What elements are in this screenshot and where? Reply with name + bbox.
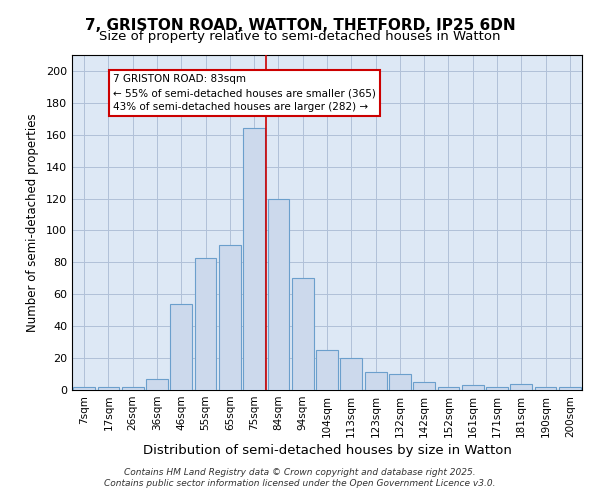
Bar [365, 372, 386, 390]
Bar [316, 350, 338, 390]
Bar [243, 128, 265, 390]
Text: 7, GRISTON ROAD, WATTON, THETFORD, IP25 6DN: 7, GRISTON ROAD, WATTON, THETFORD, IP25 … [85, 18, 515, 32]
Text: 7 GRISTON ROAD: 83sqm
← 55% of semi-detached houses are smaller (365)
43% of sem: 7 GRISTON ROAD: 83sqm ← 55% of semi-deta… [113, 74, 376, 112]
Bar [73, 387, 95, 390]
Y-axis label: Number of semi-detached properties: Number of semi-detached properties [26, 113, 39, 332]
Bar [292, 278, 314, 390]
Bar [194, 258, 217, 390]
Bar [535, 387, 556, 390]
Bar [389, 374, 411, 390]
Bar [511, 384, 532, 390]
Bar [122, 387, 143, 390]
Bar [340, 358, 362, 390]
Bar [268, 198, 289, 390]
Bar [97, 387, 119, 390]
Text: Contains HM Land Registry data © Crown copyright and database right 2025.
Contai: Contains HM Land Registry data © Crown c… [104, 468, 496, 487]
X-axis label: Distribution of semi-detached houses by size in Watton: Distribution of semi-detached houses by … [143, 444, 511, 457]
Bar [219, 245, 241, 390]
Bar [486, 387, 508, 390]
Bar [462, 385, 484, 390]
Bar [170, 304, 192, 390]
Bar [146, 379, 168, 390]
Bar [437, 387, 460, 390]
Bar [413, 382, 435, 390]
Text: Size of property relative to semi-detached houses in Watton: Size of property relative to semi-detach… [99, 30, 501, 43]
Bar [559, 387, 581, 390]
